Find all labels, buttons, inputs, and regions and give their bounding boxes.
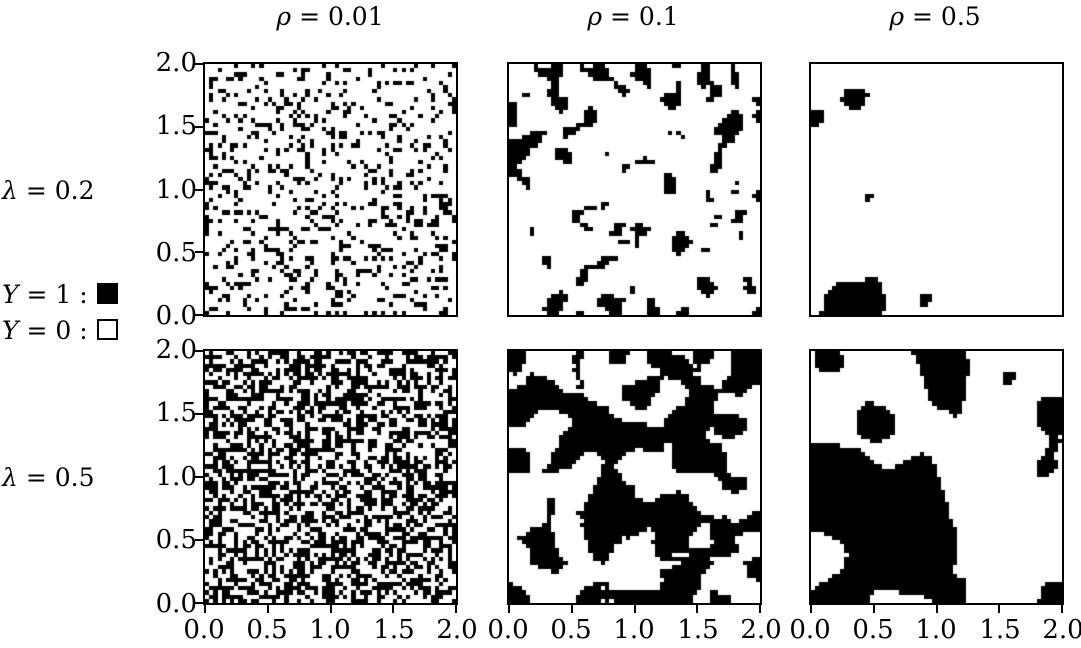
lattice-canvas: [811, 351, 1062, 603]
lattice-canvas: [509, 351, 760, 603]
panel-lambda0.2-rho0.5: [809, 62, 1064, 317]
lambda-value: = 0.2: [25, 176, 95, 205]
col-header-rho-0.01: ρ = 0.01: [250, 2, 410, 31]
y-axis-tick: [195, 63, 203, 65]
col-header-rho-0.1: ρ = 0.1: [553, 2, 713, 31]
lattice-canvas: [509, 64, 760, 315]
legend-y0-text: = 0 :: [26, 316, 88, 345]
x-axis-tick: [935, 605, 938, 613]
lambda-value: = 0.5: [25, 463, 95, 492]
x-axis-tick: [696, 605, 699, 613]
lambda-symbol: λ: [2, 463, 18, 492]
x-axis-tick: [455, 605, 457, 613]
x-axis-tick: [810, 605, 812, 613]
rho-value: = 0.1: [610, 2, 679, 31]
x-tick-label: 0.5: [852, 615, 894, 645]
x-tick-label: 0.0: [789, 615, 831, 645]
y-tick-label: 1.0: [155, 462, 197, 492]
rho-symbol: ρ: [587, 2, 603, 31]
y1-filled-square-icon: [96, 282, 118, 304]
y-tick-label: 0.5: [155, 525, 197, 555]
y-axis-tick: [195, 539, 203, 541]
x-tick-label: 0.0: [487, 615, 529, 645]
x-tick-label: 1.5: [373, 615, 415, 645]
y-axis-tick: [195, 188, 203, 191]
y-tick-label: 0.5: [155, 238, 197, 268]
y-axis-tick: [195, 476, 203, 478]
row-label-lambda-0.5: λ = 0.5: [2, 463, 95, 492]
x-axis-tick: [392, 605, 395, 613]
x-tick-label: 2.0: [436, 615, 478, 645]
rho-symbol: ρ: [276, 2, 292, 31]
x-axis-tick: [204, 605, 206, 613]
y-axis-tick: [195, 251, 203, 254]
lattice-canvas: [205, 64, 456, 315]
y-tick-label: 0.0: [155, 301, 197, 331]
y-axis-tick: [195, 413, 203, 415]
y-axis-tick: [195, 350, 203, 352]
panel-lambda0.2-rho0.1: [507, 62, 762, 317]
panel-lambda0.2-rho0.01: [195, 62, 458, 317]
rho-value: = 0.01: [299, 2, 384, 31]
panel-lambda0.5-rho0.01: [195, 349, 458, 613]
x-axis-tick: [508, 605, 510, 613]
rho-value: = 0.5: [912, 2, 981, 31]
x-axis-tick: [633, 605, 636, 613]
x-tick-label: 0.5: [550, 615, 592, 645]
y-axis-tick: [195, 602, 203, 604]
lambda-symbol: λ: [2, 176, 18, 205]
x-tick-label: 1.0: [309, 615, 351, 645]
y-tick-label: 1.5: [155, 111, 197, 141]
legend-item-y1: Y = 1 :: [2, 280, 118, 309]
y-tick-label: 2.0: [155, 48, 197, 78]
x-tick-label: 0.5: [246, 615, 288, 645]
y-tick-label: 1.0: [155, 175, 197, 205]
x-axis-tick: [329, 605, 332, 613]
y-symbol: Y: [2, 280, 19, 309]
y-axis-tick: [195, 314, 203, 316]
x-axis-tick: [266, 605, 269, 613]
x-tick-label: 2.0: [740, 615, 782, 645]
y-tick-label: 0.0: [155, 589, 197, 619]
x-tick-label: 1.5: [677, 615, 719, 645]
x-axis-tick: [998, 605, 1001, 613]
y-axis-tick: [195, 125, 203, 128]
legend-y1-text: = 1 :: [26, 280, 88, 309]
x-tick-label: 1.0: [915, 615, 957, 645]
x-axis-tick: [1061, 605, 1063, 613]
x-axis-tick: [872, 605, 875, 613]
x-axis-tick: [570, 605, 573, 613]
x-tick-label: 1.5: [979, 615, 1021, 645]
x-axis-tick: [759, 605, 761, 613]
row-label-lambda-0.2: λ = 0.2: [2, 176, 95, 205]
col-header-rho-0.5: ρ = 0.5: [855, 2, 1015, 31]
rho-symbol: ρ: [889, 2, 905, 31]
panel-lambda0.5-rho0.5: [809, 349, 1064, 613]
lattice-canvas: [811, 64, 1062, 315]
panel-lambda0.5-rho0.1: [507, 349, 762, 613]
x-tick-label: 2.0: [1042, 615, 1081, 645]
lattice-canvas: [205, 351, 456, 603]
y-tick-label: 2.0: [155, 335, 197, 365]
y-symbol: Y: [2, 316, 19, 345]
x-tick-label: 1.0: [613, 615, 655, 645]
x-tick-label: 0.0: [183, 615, 225, 645]
legend-item-y0: Y = 0 :: [2, 316, 118, 345]
y-tick-label: 1.5: [155, 398, 197, 428]
y0-open-square-icon: [96, 318, 118, 340]
